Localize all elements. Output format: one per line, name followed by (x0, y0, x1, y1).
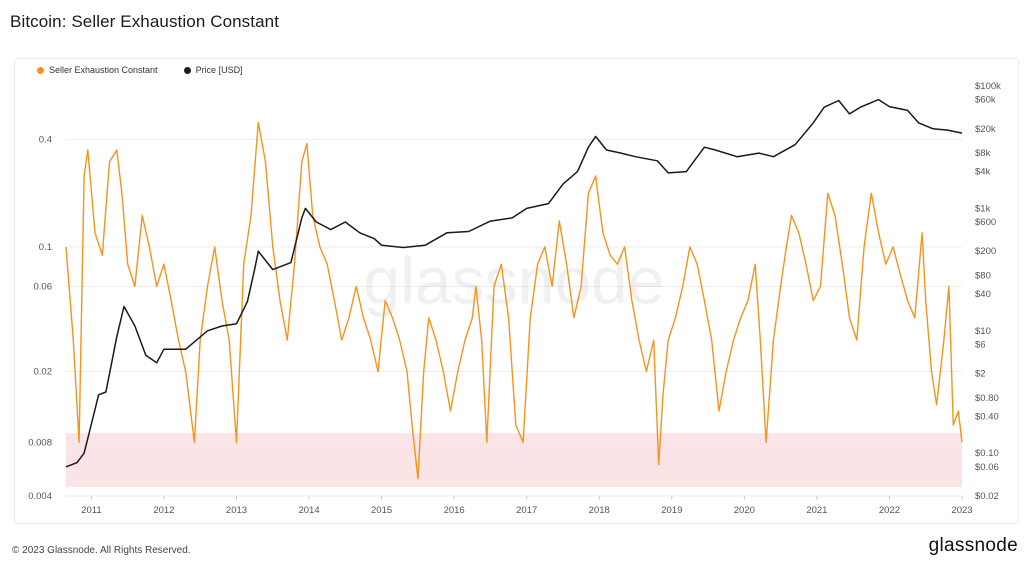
legend-price-label: Price [USD] (195, 65, 243, 75)
legend-sec-swatch (37, 66, 44, 74)
page-title: Bitcoin: Seller Exhaustion Constant (10, 12, 280, 31)
legend-item-sec[interactable]: Seller Exhaustion Constant (37, 65, 158, 75)
brand-logo: glassnode (928, 535, 1018, 556)
legend-item-price[interactable]: Price [USD] (183, 65, 243, 75)
legend-price-swatch (183, 66, 191, 74)
copyright-text: © 2023 Glassnode. All Rights Reserved. (12, 545, 191, 556)
legend-sec-label: Seller Exhaustion Constant (49, 65, 158, 75)
chart-legend: Seller Exhaustion Constant Price [USD] (37, 65, 243, 75)
chart-panel: Seller Exhaustion Constant Price [USD] (14, 58, 1019, 524)
